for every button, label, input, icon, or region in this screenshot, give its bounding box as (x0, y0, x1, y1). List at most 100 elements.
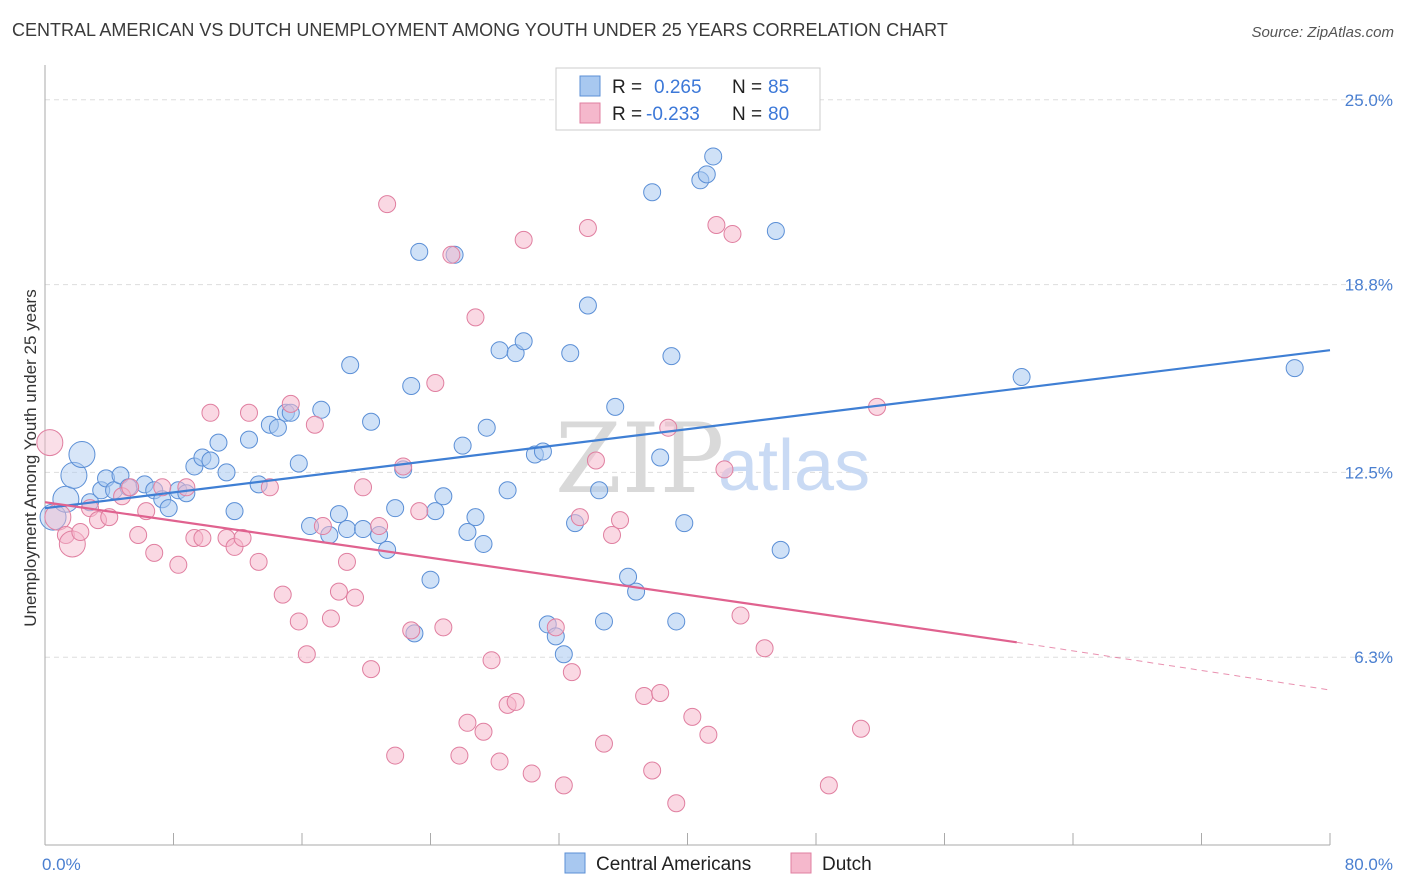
point-0-2 (60, 461, 88, 489)
chart-title: CENTRAL AMERICAN VS DUTCH UNEMPLOYMENT A… (12, 20, 948, 40)
point-0-78 (766, 221, 785, 240)
legend-n-value-1: 85 (768, 77, 789, 98)
trend-line-1 (44, 501, 1017, 644)
point-0-44 (421, 570, 440, 589)
point-1-38 (378, 195, 397, 214)
point-1-55 (522, 764, 541, 783)
point-1-28 (297, 645, 316, 664)
point-1-0 (36, 429, 64, 457)
gridlines (45, 99, 1392, 658)
point-0-51 (474, 534, 493, 553)
point-1-44 (434, 618, 453, 637)
point-0-32 (329, 505, 348, 524)
point-0-41 (402, 376, 421, 395)
point-0-66 (594, 612, 613, 631)
point-1-67 (651, 683, 670, 702)
point-1-22 (239, 403, 258, 422)
point-0-52 (477, 418, 496, 437)
point-1-47 (458, 713, 477, 732)
point-0-53 (490, 341, 509, 360)
source-label: Source: ZipAtlas.com (1251, 24, 1394, 41)
trend-line-dashed-1 (1016, 641, 1331, 691)
point-0-70 (643, 183, 662, 202)
point-1-76 (755, 639, 774, 658)
point-1-61 (586, 451, 605, 470)
point-0-71 (651, 448, 670, 467)
point-1-14 (169, 555, 188, 574)
point-1-75 (731, 606, 750, 625)
watermark-atlas: atlas (718, 426, 870, 506)
point-1-71 (699, 725, 718, 744)
trend-line-0 (44, 349, 1331, 510)
bottom-legend-central-americans: Central Americans (596, 854, 751, 875)
point-1-63 (603, 526, 622, 544)
point-0-19 (209, 433, 228, 452)
point-1-21 (233, 528, 252, 547)
legend-r-label-2: R = (612, 104, 642, 125)
point-1-33 (337, 552, 356, 571)
point-1-31 (321, 609, 340, 628)
point-0-54 (498, 481, 517, 500)
legend-r-value-1: 0.265 (654, 77, 702, 98)
point-0-62 (561, 344, 580, 363)
point-0-77 (704, 147, 723, 166)
point-1-37 (370, 517, 389, 536)
point-0-39 (386, 499, 405, 518)
point-1-35 (354, 478, 373, 497)
point-1-32 (329, 582, 348, 601)
legend: R = 0.265 N = 85 R = -0.233 N = 80 (555, 67, 821, 131)
legend-r-label-1: R = (612, 77, 642, 98)
point-1-12 (145, 543, 164, 562)
point-1-30 (313, 517, 332, 536)
legend-r-value-2: -0.233 (646, 104, 700, 125)
point-1-57 (554, 776, 573, 795)
point-0-18 (201, 451, 220, 470)
point-0-28 (289, 454, 308, 473)
point-1-53 (506, 692, 525, 711)
point-1-48 (466, 308, 485, 327)
point-0-25 (268, 418, 287, 437)
y-tick-label-2: 18.8% (1345, 276, 1393, 295)
point-0-34 (341, 356, 360, 375)
bottom-legend: Central Americans Dutch (564, 852, 872, 875)
point-0-22 (239, 430, 258, 449)
point-1-64 (611, 511, 630, 530)
dutch-points (36, 195, 887, 813)
point-0-33 (337, 520, 356, 539)
bottom-legend-swatch-central-americans (564, 852, 586, 874)
point-1-51 (490, 752, 509, 771)
point-0-79 (771, 540, 790, 559)
point-0-81 (1285, 359, 1304, 378)
point-0-67 (606, 397, 625, 416)
point-1-56 (546, 618, 565, 637)
point-0-30 (312, 400, 331, 419)
point-1-43 (426, 373, 445, 392)
point-1-40 (394, 457, 413, 476)
legend-swatch-central-americans (579, 75, 601, 97)
point-1-68 (659, 418, 678, 437)
x-tick-labels: 0.0% 80.0% (42, 855, 1393, 874)
legend-n-label-2: N = (732, 104, 762, 125)
point-1-10 (129, 526, 148, 544)
point-0-56 (514, 332, 533, 351)
point-1-4 (71, 523, 90, 542)
point-0-68 (619, 567, 638, 586)
point-1-36 (362, 660, 381, 679)
legend-swatch-dutch (579, 102, 601, 124)
trend-lines (44, 349, 1331, 691)
point-0-73 (667, 612, 686, 631)
point-1-9 (121, 478, 140, 497)
point-0-64 (578, 296, 597, 315)
point-1-29 (305, 415, 324, 434)
point-1-54 (514, 230, 533, 249)
point-0-49 (458, 523, 477, 542)
point-1-25 (273, 585, 292, 604)
watermark: ZIP atlas (555, 403, 870, 515)
point-0-20 (217, 463, 236, 482)
point-1-50 (482, 651, 501, 670)
y-tick-label-1: 12.5% (1345, 463, 1393, 482)
point-1-72 (707, 216, 726, 234)
point-1-59 (570, 508, 589, 527)
point-1-74 (723, 224, 742, 243)
point-1-78 (851, 719, 870, 738)
